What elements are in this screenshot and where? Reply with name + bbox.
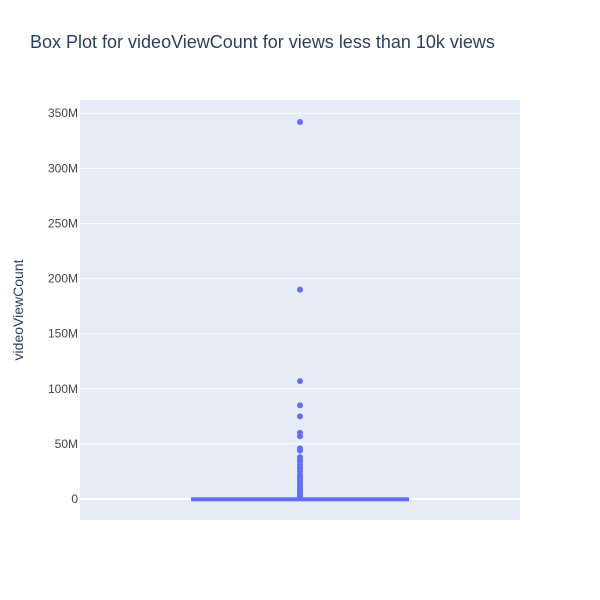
outlier-point	[297, 378, 303, 385]
outlier-point	[297, 413, 303, 420]
chart-title: Box Plot for videoViewCount for views le…	[30, 32, 495, 52]
outlier-point	[297, 286, 303, 293]
y-tick-labels: 0 50M 100M 150M 200M 250M 300M 350M	[48, 106, 78, 506]
grid-layer	[80, 112, 520, 501]
outlier-point	[297, 447, 303, 454]
outlier-point	[297, 402, 303, 409]
y-tick-label: 50M	[55, 437, 78, 451]
y-tick-label: 350M	[48, 106, 78, 120]
y-tick-label: 100M	[48, 382, 78, 396]
y-tick-label: 250M	[48, 216, 78, 230]
y-axis-label: videoViewCount	[10, 259, 26, 360]
outlier-point	[297, 119, 303, 126]
outlier-point	[297, 494, 303, 501]
y-tick-label: 150M	[48, 327, 78, 341]
y-tick-label: 200M	[48, 272, 78, 286]
y-tick-label: 300M	[48, 161, 78, 175]
outlier-point	[297, 433, 303, 440]
y-tick-label: 0	[71, 492, 78, 506]
outlier-points	[297, 119, 303, 501]
